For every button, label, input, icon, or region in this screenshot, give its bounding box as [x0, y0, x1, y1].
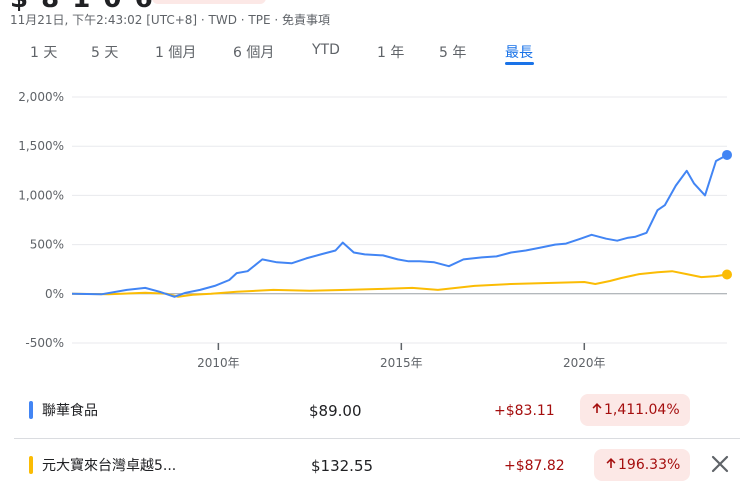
tab-max[interactable]: 最長 — [505, 45, 533, 61]
quote-meta-line: 11月21日, 下午2:43:02 [UTC+8] · TWD · TPE · … — [10, 13, 330, 27]
tab-1-month[interactable]: 1 個月 — [155, 45, 197, 61]
series-line-lianhwa — [71, 154, 728, 298]
time-range-tabs: 1 天 5 天 1 個月 6 個月 YTD 1 年 5 年 最長 — [0, 38, 740, 68]
row-divider — [14, 438, 740, 439]
row-percent: 196.33% — [618, 457, 681, 473]
row-percent-badge: 196.33% — [594, 449, 691, 481]
tab-5-year[interactable]: 5 年 — [439, 45, 467, 61]
tab-6-month[interactable]: 6 個月 — [233, 45, 275, 61]
x-tick-label: 2020年 — [563, 356, 606, 370]
row-security-name: 聯華食品 — [42, 403, 98, 419]
x-tick-label: 2010年 — [197, 356, 240, 370]
y-tick-label: 1,500% — [18, 139, 64, 153]
row-price: $132.55 — [311, 457, 374, 475]
arrow-up-icon — [604, 456, 618, 474]
series-color-swatch — [29, 401, 33, 419]
series-end-point-lianhwa — [722, 149, 732, 160]
y-tick-label: 0% — [45, 287, 64, 301]
row-price: $89.00 — [309, 402, 362, 420]
row-percent: 1,411.04% — [604, 402, 680, 418]
price-change-badge-partial — [152, 0, 266, 4]
y-tick-label: 1,000% — [18, 188, 64, 202]
comparison-row-2[interactable]: 元大寶來台灣卓越5... $132.55 +$87.82 196.33% — [14, 440, 740, 490]
comparison-line-chart: 2,000% 1,500% 1,000% 500% 0% -500% 2010年 2015年 2… — [18, 90, 732, 370]
tab-5-day[interactable]: 5 天 — [91, 45, 119, 61]
row-change: +$83.11 — [494, 403, 555, 419]
close-icon — [711, 455, 729, 473]
x-tick-label: 2015年 — [380, 356, 423, 370]
arrow-up-icon — [590, 401, 604, 419]
y-tick-label: 500% — [30, 238, 64, 252]
row-percent-badge: 1,411.04% — [580, 394, 690, 426]
row-change: +$87.82 — [504, 458, 565, 474]
y-tick-label: -500% — [25, 336, 64, 350]
tab-1-year[interactable]: 1 年 — [377, 45, 405, 61]
tab-1-day[interactable]: 1 天 — [30, 45, 58, 61]
series-color-swatch — [29, 456, 33, 474]
y-tick-label: 2,000% — [18, 90, 64, 104]
remove-comparison-button[interactable] — [708, 452, 732, 476]
tab-ytd[interactable]: YTD — [312, 42, 340, 58]
row-security-name: 元大寶來台灣卓越5... — [42, 458, 177, 474]
current-price-partial: $ 8 1 0 6 — [10, 0, 155, 14]
series-line-0050 — [71, 270, 728, 298]
active-tab-underline — [505, 62, 534, 65]
series-end-point-0050 — [722, 269, 732, 280]
comparison-row-1[interactable]: 聯華食品 $89.00 +$83.11 1,411.04% — [14, 385, 740, 435]
